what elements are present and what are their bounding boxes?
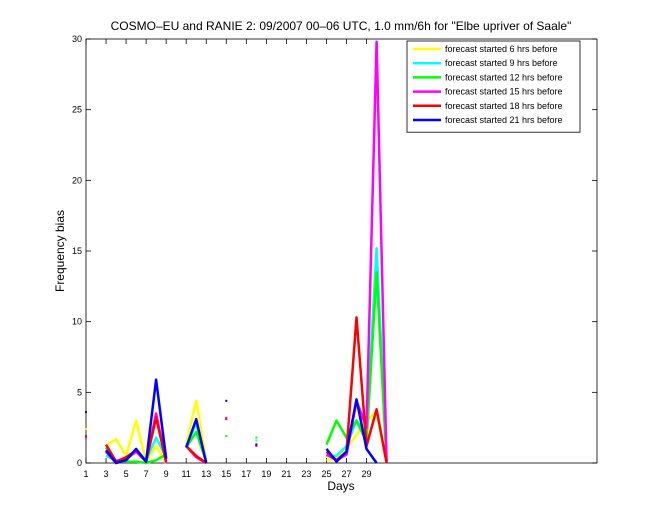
data-point: [225, 435, 228, 438]
chart-title: COSMO–EU and RANIE 2: 09/2007 00–06 UTC,…: [111, 19, 572, 33]
legend: forecast started 6 hrs before forecast st…: [406, 40, 581, 133]
x-tick-label: 17: [241, 469, 251, 479]
y-tick-label: 30: [72, 34, 82, 44]
legend-label: forecast started 15 hrs before: [445, 87, 563, 97]
data-point: [255, 436, 258, 439]
data-point: [255, 442, 258, 445]
x-tick-label: 15: [221, 469, 231, 479]
data-point: [225, 416, 228, 419]
x-axis-label: Days: [327, 479, 354, 493]
legend-label: forecast started 12 hrs before: [445, 72, 563, 82]
series-6: [85, 378, 378, 465]
y-tick-label: 10: [72, 317, 82, 327]
data-point: [85, 435, 87, 438]
x-tick-label: 3: [104, 469, 109, 479]
x-tick-label: 7: [144, 469, 149, 479]
y-tick-label: 25: [72, 105, 82, 115]
x-tick-label: 13: [201, 469, 211, 479]
data-point: [85, 411, 87, 414]
x-tick-label: 21: [281, 469, 291, 479]
legend-label: forecast started 9 hrs before: [445, 58, 558, 68]
series-line: [325, 398, 378, 464]
x-tick-label: 11: [182, 469, 191, 479]
x-tick-label: 5: [124, 469, 129, 479]
y-tick-label: 0: [77, 458, 82, 468]
series-line: [105, 419, 168, 464]
y-tick-label: 15: [72, 246, 82, 256]
x-tick-label: 25: [321, 469, 331, 479]
legend-box: [406, 40, 581, 133]
legend-label: forecast started 18 hrs before: [445, 101, 563, 111]
data-point: [255, 439, 258, 442]
y-axis-label: Frequency bias: [53, 210, 67, 292]
data-point: [85, 428, 87, 431]
y-tick-label: 20: [72, 175, 82, 185]
series-layer: [85, 40, 388, 465]
x-tick-label: 1: [83, 469, 88, 479]
x-tick-label: 29: [362, 469, 372, 479]
y-tick-label: 5: [77, 387, 82, 397]
data-point: [225, 399, 228, 402]
series-line: [184, 399, 208, 461]
series-line: [185, 445, 207, 465]
legend-label: forecast started 6 hrs before: [445, 44, 558, 54]
data-point: [255, 445, 258, 448]
data-point: [255, 443, 258, 446]
data-point: [85, 433, 87, 436]
series-line: [105, 378, 168, 465]
legend-label: forecast started 21 hrs before: [445, 115, 563, 125]
x-tick-label: 19: [261, 469, 271, 479]
series-line: [325, 270, 388, 464]
x-tick-label: 23: [301, 469, 311, 479]
x-tick-label: 9: [164, 469, 169, 479]
series-line: [185, 417, 208, 464]
data-point: [225, 418, 228, 421]
data-point: [85, 436, 87, 439]
x-tick-label: 27: [342, 469, 352, 479]
